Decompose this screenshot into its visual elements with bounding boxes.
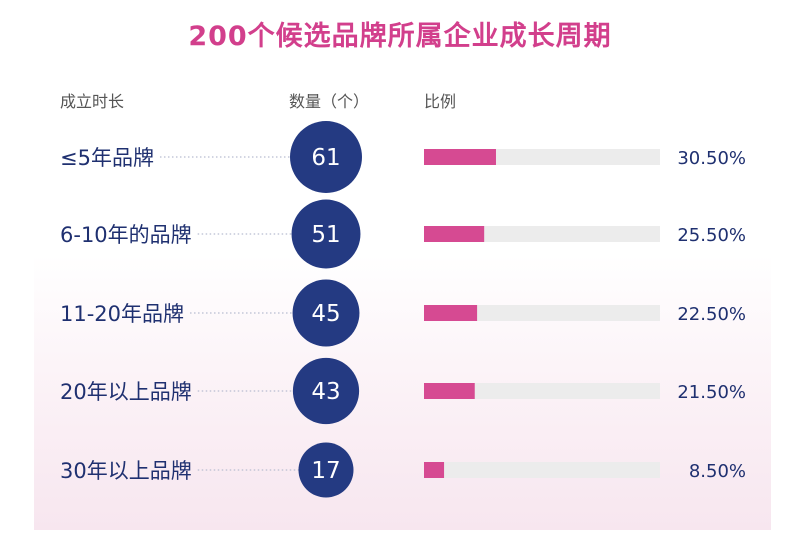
category-label: 11-20年品牌 [60,302,184,326]
count-label: 17 [311,458,340,484]
count-label: 51 [311,222,340,248]
count-label: 45 [311,301,340,327]
percent-label: 21.50% [677,382,746,403]
count-bubble [291,199,361,269]
category-label: 6-10年的品牌 [60,223,192,247]
ratio-bar [424,226,485,242]
percent-label: 25.50% [677,225,746,246]
ratio-bar-track [424,383,660,399]
count-bubble [292,279,360,347]
count-label: 61 [311,145,340,171]
percent-label: 8.50% [689,461,746,482]
ratio-bar [424,305,478,321]
ratio-bar [424,462,445,478]
chart-title: 200个候选品牌所属企业成长周期 [188,21,612,52]
category-label: 30年以上品牌 [60,459,192,483]
count-label: 43 [311,379,340,405]
count-bubble [290,121,362,193]
header-ratio: 比例 [424,92,457,111]
count-bubble [298,442,354,498]
category-label: ≤5年品牌 [60,146,154,170]
ratio-bar [424,149,496,165]
header-count: 数量（个） [289,92,370,111]
percent-label: 22.50% [677,304,746,325]
percent-label: 30.50% [677,148,746,169]
ratio-bar-track [424,462,660,478]
category-label: 20年以上品牌 [60,380,192,404]
header-duration: 成立时长 [60,92,125,111]
ratio-bar-track [424,305,660,321]
ratio-bar [424,383,475,399]
count-bubble [292,357,360,425]
